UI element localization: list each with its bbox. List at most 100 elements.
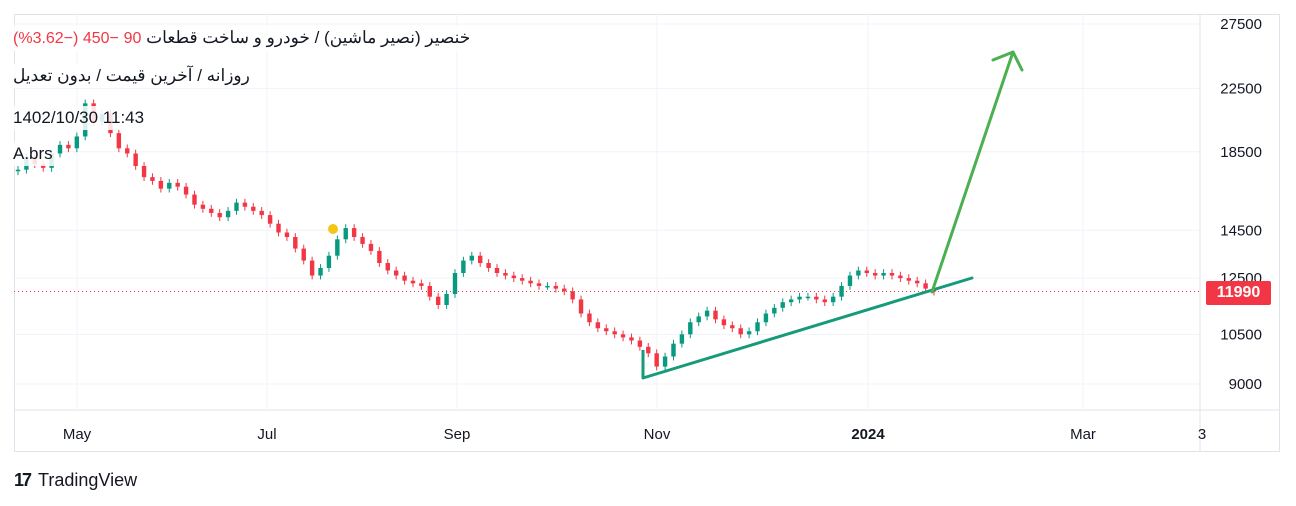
candle-body: [335, 239, 340, 256]
candle-body: [553, 285, 559, 289]
candle-body: [763, 313, 769, 323]
candle-body: [562, 288, 567, 292]
candle-body: [814, 296, 819, 300]
trendline: [641, 276, 974, 380]
candle-body: [360, 237, 365, 244]
x-tick-label: Nov: [644, 426, 671, 443]
candle-body: [780, 302, 785, 308]
candle-body: [679, 334, 685, 344]
symbol-title: خنصیر (نصیر ماشین) / خودرو و ساخت قطعات: [146, 28, 471, 47]
candle-body: [536, 283, 542, 286]
candle-body: [217, 212, 222, 218]
candle-body: [637, 340, 643, 347]
candle-body: [234, 202, 239, 211]
candle-body: [646, 346, 651, 354]
candle-body: [788, 299, 794, 303]
candle-body: [57, 144, 63, 154]
candle-body: [209, 208, 214, 213]
candle-body: [746, 331, 752, 335]
candle-body: [167, 182, 172, 189]
x-tick-label: Mar: [1070, 426, 1096, 443]
candle-body: [629, 337, 634, 341]
candle-body: [435, 296, 441, 305]
event-marker: [328, 224, 338, 234]
x-tick-label: Sep: [444, 426, 471, 443]
x-tick-label: Jul: [257, 426, 276, 443]
candle-body: [175, 182, 180, 187]
candle-body: [419, 283, 424, 286]
candle-body: [150, 177, 155, 181]
candle-body: [158, 180, 164, 189]
candle-body: [906, 278, 911, 281]
candle-body: [74, 136, 80, 149]
candle-body: [738, 328, 743, 335]
candle-body: [830, 296, 836, 303]
candle-body: [755, 322, 760, 332]
tradingview-wordmark: TradingView: [38, 469, 138, 490]
candle-body: [839, 285, 844, 297]
candle-body: [864, 270, 869, 274]
candle-body: [578, 299, 584, 314]
candle-body: [368, 243, 374, 251]
last-price-badge: 11990: [1206, 281, 1271, 305]
candle-body: [528, 280, 533, 284]
price-change: −450 (−3.62%): [13, 30, 119, 47]
candle-body: [183, 186, 189, 195]
candle-body: [301, 248, 306, 261]
candle-body: [427, 285, 432, 297]
candle-body: [570, 291, 575, 300]
candle-body: [192, 194, 197, 205]
candle-body: [276, 223, 281, 233]
candle-body: [595, 322, 601, 329]
candle-body: [520, 278, 525, 281]
x-tick-label: 3: [1198, 426, 1206, 443]
x-tick-label: 2024: [851, 426, 885, 443]
candle-body: [654, 353, 659, 367]
y-tick-label: 9000: [1229, 376, 1262, 393]
y-tick-label: 10500: [1220, 326, 1262, 343]
candle-body: [604, 328, 609, 332]
chart-grid: [14, 14, 1280, 452]
candle-body: [856, 270, 861, 276]
candle-body: [444, 293, 449, 305]
candle-body: [478, 255, 483, 264]
candle-body: [923, 283, 928, 289]
tradingview-logo[interactable]: 17 TradingView: [14, 468, 137, 492]
candle-body: [486, 263, 491, 268]
legend-interval-row: روزانه / آخرین قیمت / بدون تعدیل: [10, 64, 253, 88]
candle-body: [259, 210, 264, 216]
candle-body: [772, 307, 777, 314]
legend-date: 1402/10/30 11:43: [10, 106, 148, 130]
candle-body: [898, 275, 903, 279]
candle-body: [620, 334, 626, 338]
candle-body: [822, 299, 827, 303]
candle-body: [797, 296, 802, 300]
candle-body: [326, 255, 332, 268]
candle-body: [671, 343, 676, 357]
candle-body: [721, 319, 727, 326]
candle-body: [267, 215, 273, 224]
candle-body: [385, 263, 390, 271]
candle-body: [545, 285, 550, 288]
price-partial: 90: [123, 30, 142, 47]
candle-body: [713, 310, 718, 320]
candle-body: [125, 148, 130, 154]
candle-body: [847, 275, 853, 286]
candle-body: [587, 313, 592, 323]
candle-body: [662, 356, 668, 367]
candle-body: [452, 273, 458, 294]
candle-body: [141, 166, 147, 178]
candle-body: [494, 267, 500, 274]
candle-body: [402, 275, 407, 281]
candle-body: [914, 280, 920, 284]
candle-body: [393, 270, 399, 276]
y-tick-label: 27500: [1220, 16, 1262, 33]
candle-body: [284, 232, 290, 238]
candle-body: [318, 267, 323, 276]
candle-body: [242, 202, 248, 207]
candle-body: [612, 331, 617, 335]
chart-frame: [14, 14, 1280, 452]
candle-body: [410, 280, 416, 284]
candle-body: [116, 133, 122, 149]
